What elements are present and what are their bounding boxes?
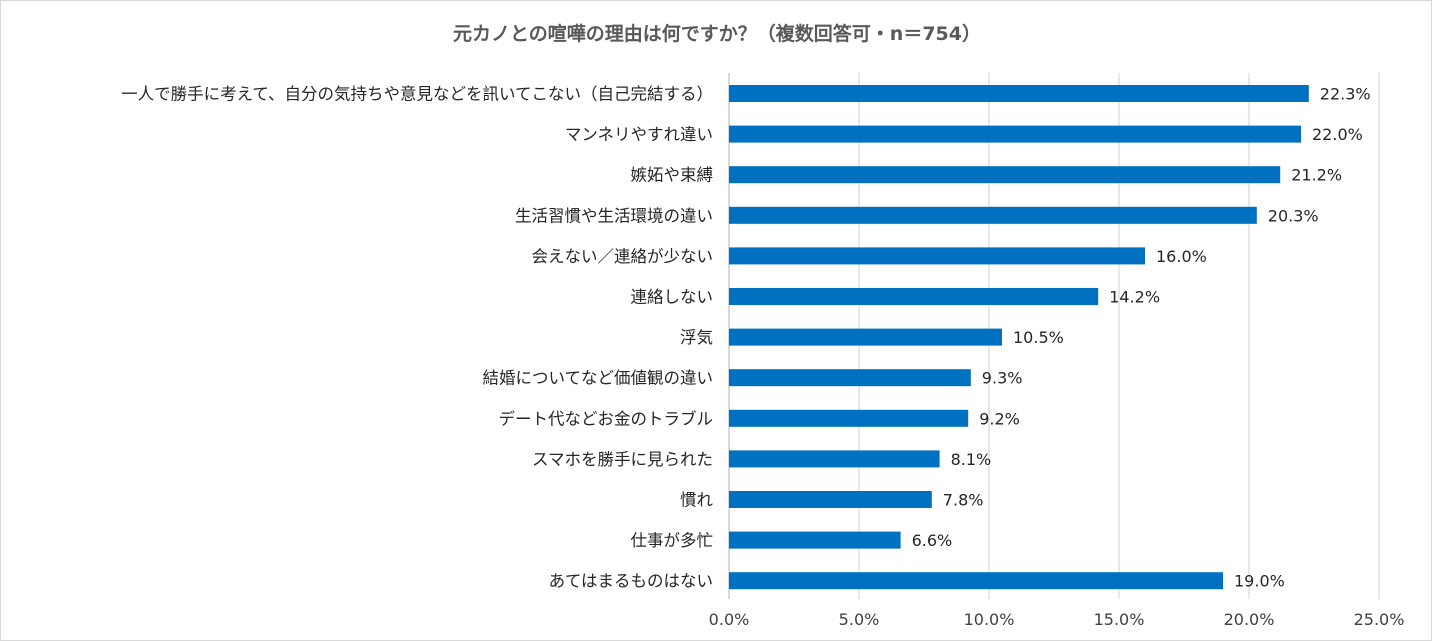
bar bbox=[729, 369, 971, 387]
bar bbox=[729, 450, 940, 468]
value-label: 21.2% bbox=[1291, 166, 1342, 185]
category-label: 一人で勝手に考えて、自分の気持ちや意見などを訊いてこない（自己完結する） bbox=[121, 85, 713, 104]
category-label: デート代などお金のトラブル bbox=[499, 408, 714, 428]
value-label: 14.2% bbox=[1109, 288, 1160, 307]
x-tick-label: 20.0% bbox=[1224, 610, 1275, 629]
bar bbox=[729, 206, 1257, 224]
value-label: 8.1% bbox=[951, 450, 992, 469]
category-label: 浮気 bbox=[680, 328, 713, 347]
bar bbox=[729, 328, 1002, 346]
bar bbox=[729, 288, 1099, 305]
chart-title: 元カノとの喧嘩の理由は何ですか？（複数回答可・n＝754） bbox=[453, 23, 981, 45]
bar bbox=[729, 166, 1281, 184]
category-label: 連絡しない bbox=[631, 288, 714, 307]
x-tick-label: 25.0% bbox=[1354, 610, 1405, 629]
value-label: 9.2% bbox=[979, 409, 1020, 428]
x-tick-label: 15.0% bbox=[1094, 610, 1145, 629]
value-label: 22.0% bbox=[1312, 125, 1363, 144]
category-label: マンネリやすれ違い bbox=[565, 125, 713, 144]
value-label: 7.8% bbox=[943, 491, 984, 510]
category-label: 嫉妬や束縛 bbox=[631, 166, 714, 185]
category-label: 会えない／連絡が少ない bbox=[532, 247, 714, 266]
x-tick-label: 0.0% bbox=[709, 610, 750, 629]
category-label: スマホを勝手に見られた bbox=[532, 450, 713, 469]
bar bbox=[729, 247, 1145, 265]
value-label: 19.0% bbox=[1234, 572, 1285, 591]
bar bbox=[729, 125, 1301, 143]
x-tick-label: 5.0% bbox=[839, 610, 880, 629]
value-label: 6.6% bbox=[912, 531, 953, 550]
bar bbox=[729, 491, 932, 508]
bar bbox=[729, 85, 1309, 102]
category-label: 生活習慣や生活環境の違い bbox=[515, 206, 713, 225]
bar bbox=[729, 409, 969, 427]
category-label: あてはまるものはない bbox=[549, 572, 713, 591]
value-label: 22.3% bbox=[1320, 85, 1371, 104]
value-label: 16.0% bbox=[1156, 247, 1207, 266]
category-label: 仕事が多忙 bbox=[631, 531, 714, 550]
bar bbox=[729, 531, 901, 549]
value-label: 20.3% bbox=[1268, 206, 1319, 225]
value-label: 9.3% bbox=[982, 369, 1023, 388]
value-label: 10.5% bbox=[1013, 328, 1064, 347]
bar bbox=[729, 572, 1223, 590]
x-tick-label: 10.0% bbox=[964, 610, 1015, 629]
category-label: 慣れ bbox=[680, 491, 714, 510]
category-label: 結婚についてなど価値観の違い bbox=[482, 369, 713, 388]
